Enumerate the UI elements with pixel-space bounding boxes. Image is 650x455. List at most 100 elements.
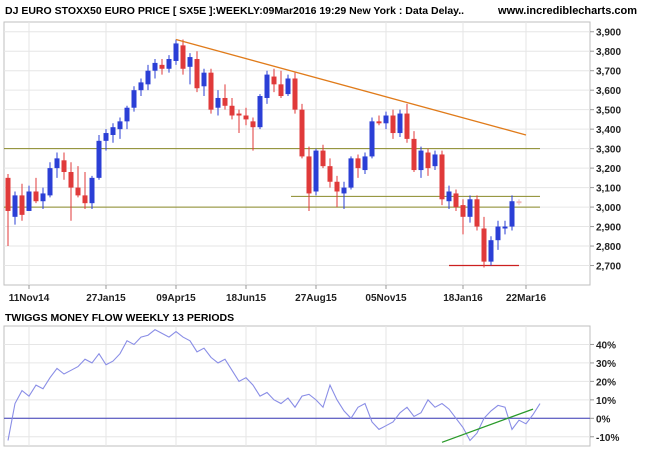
candle-body xyxy=(488,240,494,262)
candle-body xyxy=(299,109,305,157)
candle-body xyxy=(124,107,130,122)
candle-body xyxy=(68,172,74,188)
candle-body xyxy=(327,166,333,182)
indicator-y-tick-label: 40% xyxy=(596,340,616,351)
candle-body xyxy=(481,228,487,262)
candle-body xyxy=(194,59,200,89)
candle-body xyxy=(229,105,235,116)
candle-body xyxy=(411,138,417,171)
indicator-trendline xyxy=(441,408,534,443)
price-x-tick-label: 05Nov15 xyxy=(365,293,407,304)
candle-body xyxy=(320,150,326,167)
price-trendline-group xyxy=(175,38,527,136)
candle-body xyxy=(460,205,466,217)
candle-body xyxy=(250,121,256,128)
candle-body xyxy=(418,150,424,171)
candle-body xyxy=(208,72,214,110)
price-y-axis: 2,700 2,800 2,900 3,000 3,100 3,200 3,300 3,400… xyxy=(590,28,621,273)
candle-body xyxy=(103,133,109,141)
price-x-tick-label: 27Jan15 xyxy=(86,293,126,304)
candle-body xyxy=(439,154,445,200)
candle-body xyxy=(180,45,186,69)
price-y-tick-label: 3,000 xyxy=(596,203,621,214)
candle-body xyxy=(264,74,270,98)
price-y-tick-label: 3,700 xyxy=(596,67,621,78)
candle-body xyxy=(12,195,18,217)
price-x-tick-label: 18Jun15 xyxy=(226,293,266,304)
price-y-tick-label: 2,800 xyxy=(596,242,621,253)
candle-body xyxy=(138,82,144,91)
price-y-tick-label: 3,600 xyxy=(596,86,621,97)
indicator-y-tick-label: 30% xyxy=(596,359,616,370)
price-x-tick-label: 18Jan16 xyxy=(443,293,483,304)
candle-body xyxy=(467,199,473,217)
candle-body xyxy=(257,96,263,128)
candle-body xyxy=(397,113,403,134)
candle-body xyxy=(243,115,249,120)
candle-body xyxy=(75,187,81,196)
candle-body xyxy=(173,43,179,61)
candle-body xyxy=(271,76,277,85)
price-trendline xyxy=(175,38,527,136)
candle-body xyxy=(82,195,88,204)
price-x-axis: 11Nov14 27Jan15 09Apr15 18Jun15 27Aug15 05Nov… xyxy=(9,285,546,304)
price-y-tick-label: 3,800 xyxy=(596,47,621,58)
candle-body xyxy=(166,59,172,69)
indicator-lines xyxy=(4,329,590,443)
price-x-tick-label: 22Mar16 xyxy=(506,293,546,304)
price-x-tick-label: 09Apr15 xyxy=(156,293,196,304)
candle-body xyxy=(89,177,95,204)
money-flow-line xyxy=(7,329,541,442)
candle-body xyxy=(110,127,116,135)
candle-body xyxy=(390,115,396,134)
indicator-y-tick-label: -10% xyxy=(596,433,619,444)
candle-body xyxy=(348,158,354,188)
candle-body xyxy=(187,57,193,67)
indicator-title: TWIGGS MONEY FLOW WEEKLY 13 PERIODS xyxy=(5,312,234,324)
candle-body xyxy=(509,201,515,227)
candle-body xyxy=(432,154,438,167)
candle-body xyxy=(502,226,508,229)
candle-body xyxy=(292,78,298,110)
price-y-tick-label: 3,900 xyxy=(596,28,621,39)
candle-body xyxy=(404,113,410,139)
candle-body xyxy=(516,201,522,204)
candle-body xyxy=(131,90,137,108)
price-y-tick-label: 3,400 xyxy=(596,125,621,136)
candle-body xyxy=(362,156,368,171)
price-panel-frame xyxy=(3,21,591,286)
candle-body xyxy=(145,70,151,85)
candle-body xyxy=(334,181,340,192)
candle-body xyxy=(117,121,123,130)
price-y-tick-label: 2,700 xyxy=(596,262,621,273)
price-x-tick-label: 27Aug15 xyxy=(295,293,337,304)
candle-body xyxy=(278,84,284,97)
candle-body xyxy=(33,191,39,202)
candle-body xyxy=(453,193,459,208)
candle-body xyxy=(201,72,207,87)
candle-body xyxy=(306,156,312,194)
candle-body xyxy=(341,187,347,194)
candle-body xyxy=(474,199,480,227)
candle-body xyxy=(495,226,501,241)
price-x-tick-label: 11Nov14 xyxy=(9,293,50,304)
indicator-y-tick-label: 20% xyxy=(596,377,616,388)
candle-body xyxy=(355,158,361,169)
candle-body xyxy=(19,195,25,215)
price-y-tick-label: 3,300 xyxy=(596,145,621,156)
candle-body xyxy=(61,160,67,173)
price-y-tick-label: 3,100 xyxy=(596,184,621,195)
indicator-panel-frame xyxy=(3,325,591,447)
indicator-y-tick-label: 10% xyxy=(596,396,616,407)
price-y-tick-label: 3,200 xyxy=(596,164,621,175)
candle-body xyxy=(215,97,221,108)
candle-body xyxy=(96,140,102,178)
candle-body xyxy=(159,64,165,69)
candle-body xyxy=(5,177,11,211)
candle-body xyxy=(152,62,158,71)
candle-body xyxy=(40,193,46,202)
price-y-tick-label: 3,500 xyxy=(596,106,621,117)
candle-body xyxy=(222,97,228,106)
